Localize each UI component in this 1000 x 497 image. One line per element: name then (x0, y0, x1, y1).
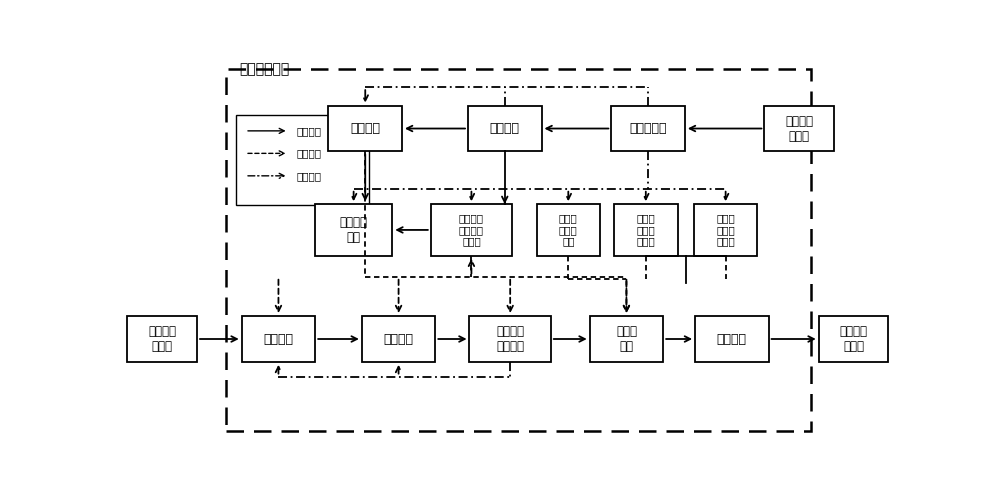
Text: 发射模块: 发射模块 (717, 332, 747, 345)
Text: 控制通路: 控制通路 (296, 148, 321, 159)
FancyBboxPatch shape (537, 204, 600, 256)
Text: 写回模块: 写回模块 (490, 122, 520, 135)
FancyBboxPatch shape (328, 105, 402, 152)
FancyBboxPatch shape (694, 204, 757, 256)
Text: 寄存器重
命名映射
表模块: 寄存器重 命名映射 表模块 (459, 213, 484, 247)
FancyBboxPatch shape (611, 105, 685, 152)
Text: 调度器
模块: 调度器 模块 (616, 325, 637, 353)
FancyBboxPatch shape (590, 316, 663, 362)
Text: 片上网络
数据层: 片上网络 数据层 (148, 325, 176, 353)
FancyBboxPatch shape (242, 316, 315, 362)
FancyBboxPatch shape (695, 316, 769, 362)
Text: 取指模块: 取指模块 (263, 332, 293, 345)
Text: 解码模块: 解码模块 (384, 332, 414, 345)
Text: 片上网络
状态层: 片上网络 状态层 (785, 114, 813, 143)
FancyBboxPatch shape (236, 115, 369, 205)
FancyBboxPatch shape (315, 204, 392, 256)
Text: 寄存器重
命名模块: 寄存器重 命名模块 (496, 325, 524, 353)
FancyBboxPatch shape (127, 316, 197, 362)
Text: 状态层接口: 状态层接口 (629, 122, 667, 135)
Text: 主控制器单元: 主控制器单元 (240, 62, 290, 76)
FancyBboxPatch shape (614, 204, 678, 256)
Text: 片上网络
配置层: 片上网络 配置层 (840, 325, 868, 353)
Text: 空闲功
能单元
模块: 空闲功 能单元 模块 (559, 213, 578, 247)
FancyBboxPatch shape (469, 316, 551, 362)
Text: 反馈通路: 反馈通路 (296, 171, 321, 181)
Text: 空闲物
理寄存
器队列: 空闲物 理寄存 器队列 (636, 213, 655, 247)
FancyBboxPatch shape (764, 105, 834, 152)
FancyBboxPatch shape (431, 204, 512, 256)
Text: 分支处理
模块: 分支处理 模块 (340, 216, 368, 244)
FancyBboxPatch shape (819, 316, 888, 362)
Text: 空闲虚
拟寄存
器队列: 空闲虚 拟寄存 器队列 (716, 213, 735, 247)
FancyBboxPatch shape (468, 105, 542, 152)
FancyBboxPatch shape (362, 316, 435, 362)
Text: 数据通路: 数据通路 (296, 126, 321, 136)
Text: 提交模块: 提交模块 (350, 122, 380, 135)
